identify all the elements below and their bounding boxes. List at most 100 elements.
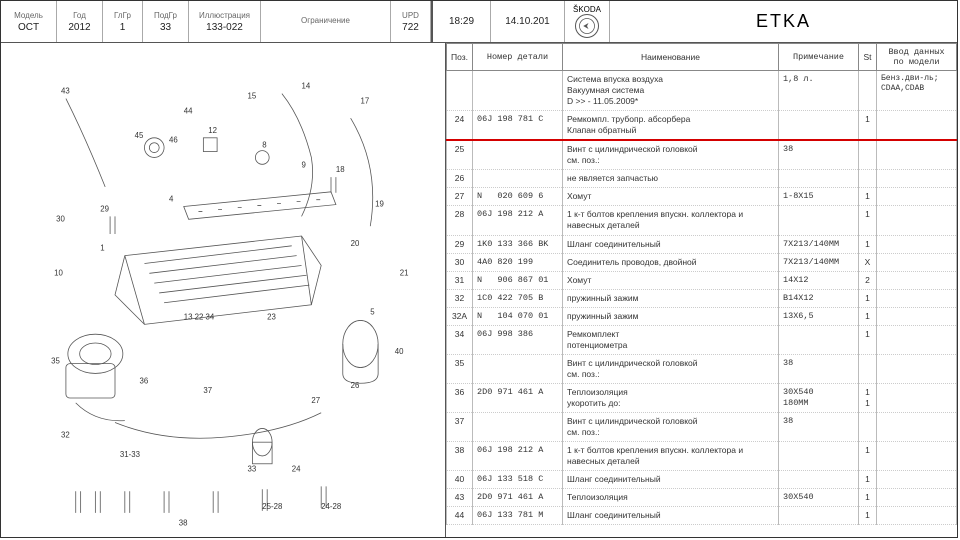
cell-note [779,206,859,235]
hdr-restr-label: Ограничение [301,16,350,25]
cell-part: 06J 198 212 A [473,206,563,235]
cell-note: 30X540180MM [779,383,859,412]
cell-st [859,71,877,111]
cell-pos: 35 [447,354,473,383]
cell-part [473,140,563,170]
svg-text:20: 20 [351,239,360,248]
svg-text:24-28: 24-28 [321,502,342,511]
cell-st: 11 [859,383,877,412]
svg-text:35: 35 [51,357,60,366]
cell-model [877,235,957,253]
table-row[interactable]: 4006J 133 518 CШланг соединительный1 [447,471,957,489]
cell-note: 38 [779,354,859,383]
table-row[interactable]: Система впуска воздухаВакуумная системаD… [447,71,957,111]
table-row[interactable]: 3406J 998 386Ремкомплектпотенциометра1 [447,325,957,354]
table-row[interactable]: 4406J 133 781 MШланг соединительный1 [447,507,957,525]
cell-part: N 020 609 6 [473,188,563,206]
cell-part: 2D0 971 461 A [473,383,563,412]
cell-pos: 36 [447,383,473,412]
table-row[interactable]: 304A0 820 199Соединитель проводов, двойн… [447,253,957,271]
cell-part: 06J 998 386 [473,325,563,354]
table-header-row: Поз. Номер детали Наименование Примечани… [447,44,957,71]
cell-st: 1 [859,471,877,489]
svg-text:23: 23 [267,312,276,321]
cell-model [877,271,957,289]
svg-text:32: 32 [61,430,70,439]
cell-name: Система впуска воздухаВакуумная системаD… [563,71,779,111]
diagram-pane[interactable]: 43 44 15 14 17 45 46 12 8 9 18 19 30 29 … [1,43,446,537]
cell-name: 1 к-т болтов крепления впускн. коллектор… [563,442,779,471]
table-row[interactable]: 362D0 971 461 AТеплоизоляция укоротить д… [447,383,957,412]
svg-text:33: 33 [248,465,257,474]
cell-note: 30X540 [779,489,859,507]
cell-name: Шланг соединительный [563,235,779,253]
cell-name: Винт с цилиндрической головкой см. поз.: [563,413,779,442]
app-title: ETKA [610,1,957,42]
cell-model [877,471,957,489]
cell-note: 38 [779,140,859,170]
hdr-time-val: 18:29 [449,16,474,27]
cell-note [779,325,859,354]
parts-table[interactable]: Поз. Номер детали Наименование Примечани… [446,43,957,525]
hdr-logo: ŠKODA [565,1,610,42]
table-row[interactable]: 27N 020 609 6Хомут1-8X151 [447,188,957,206]
cell-pos: 44 [447,507,473,525]
table-row[interactable]: 32AN 104 070 01пружинный зажим13X6,51 [447,307,957,325]
svg-text:12: 12 [208,126,217,135]
cell-model [877,170,957,188]
cell-part: 06J 133 781 M [473,507,563,525]
table-row[interactable]: 31N 906 867 01Хомут14X122 [447,271,957,289]
hdr-subgroup: ПодГр 33 [143,1,189,42]
svg-text:31-33: 31-33 [120,450,141,459]
svg-text:36: 36 [140,376,149,385]
hdr-model-val: OCT [18,22,39,33]
svg-text:14: 14 [302,82,311,91]
cell-part [473,354,563,383]
cell-model [877,289,957,307]
cell-st: 1 [859,289,877,307]
cell-pos: 27 [447,188,473,206]
app-frame: Модель OCT Год 2012 ГлГр 1 ПодГр 33 Иллю… [0,0,958,538]
cell-st [859,170,877,188]
table-row[interactable]: 321C0 422 705 Bпружинный зажимB14X121 [447,289,957,307]
cell-name: Хомут [563,271,779,289]
hdr-year-label: Год [73,11,86,20]
svg-text:25-28: 25-28 [262,502,283,511]
cell-model [877,354,957,383]
table-row[interactable]: 291K0 133 366 BKШланг соединительный7X21… [447,235,957,253]
hdr-restriction: Ограничение [261,1,391,42]
table-row[interactable]: 37Винт с цилиндрической головкой см. поз… [447,413,957,442]
table-row[interactable]: 35Винт с цилиндрической головкой см. поз… [447,354,957,383]
svg-text:45: 45 [135,131,144,140]
table-row[interactable]: 26не является запчастью [447,170,957,188]
skoda-logo-icon [575,14,599,38]
table-row[interactable]: 2406J 198 781 CРемкомпл. трубопр. абсорб… [447,111,957,141]
table-row[interactable]: 3806J 198 212 A1 к-т болтов крепления вп… [447,442,957,471]
cell-note: 7X213/140MM [779,235,859,253]
svg-text:15: 15 [248,92,257,101]
cell-pos: 30 [447,253,473,271]
cell-part [473,413,563,442]
cell-name: Теплоизоляция укоротить до: [563,383,779,412]
svg-text:21: 21 [400,268,409,277]
cell-name: пружинный зажим [563,289,779,307]
cell-model [877,188,957,206]
cell-model [877,307,957,325]
cell-st: 1 [859,235,877,253]
table-row[interactable]: 2806J 198 212 A1 к-т болтов крепления вп… [447,206,957,235]
table-row[interactable]: 25Винт с цилиндрической головкой см. поз… [447,140,957,170]
cell-st: 1 [859,489,877,507]
col-part: Номер детали [473,44,563,71]
cell-note [779,442,859,471]
hdr-sg-label: ПодГр [154,11,177,20]
cell-pos: 31 [447,271,473,289]
cell-model [877,206,957,235]
cell-pos: 29 [447,235,473,253]
cell-pos: 32 [447,289,473,307]
hdr-upd-label: UPD [402,11,419,20]
table-row[interactable]: 432D0 971 461 AТеплоизоляция30X5401 [447,489,957,507]
svg-text:17: 17 [360,96,369,105]
cell-pos: 25 [447,140,473,170]
svg-text:26: 26 [351,381,360,390]
cell-st: 1 [859,111,877,141]
